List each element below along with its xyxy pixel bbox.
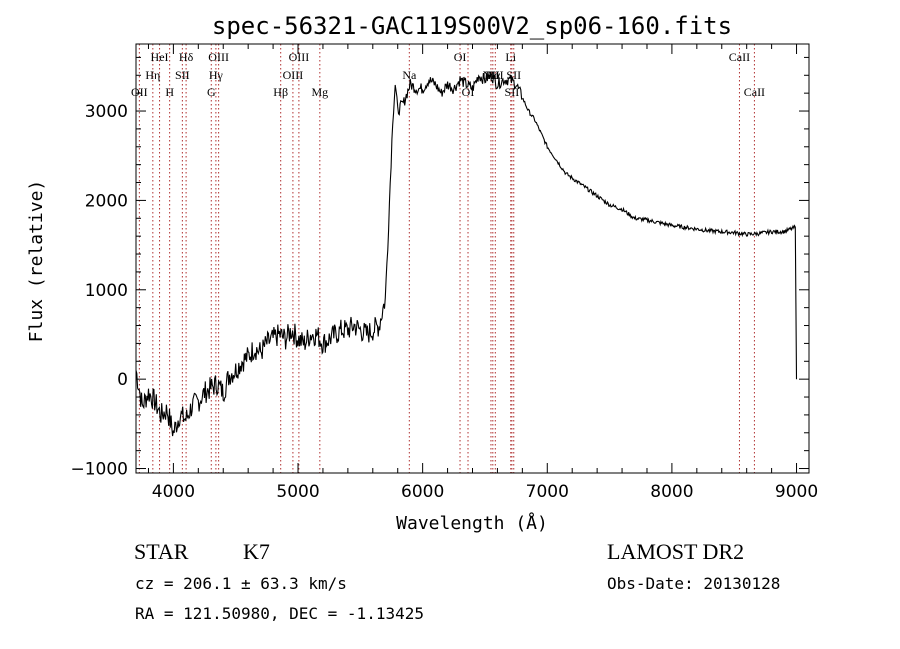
redshift-readout: cz = 206.1 ± 63.3 km/s	[135, 574, 347, 593]
y-axis-label: Flux (relative)	[26, 180, 47, 343]
line-label-20: SII	[505, 85, 520, 99]
line-label-4: SII	[175, 68, 190, 82]
line-label-22: CaII	[729, 50, 750, 64]
survey-label: LAMOST DR2	[607, 539, 745, 564]
spectrum-line	[135, 71, 798, 437]
x-tick-label-9000: 9000	[775, 482, 818, 502]
line-label-1: Hη	[145, 68, 160, 82]
line-label-23: CaII	[744, 85, 765, 99]
line-label-12: Mg	[311, 85, 328, 99]
line-label-7: Hγ	[209, 68, 224, 82]
y-tick-label--1000: −1000	[70, 460, 128, 480]
line-label-19: Li	[505, 50, 516, 64]
coordinates-readout: RA = 121.50980, DEC = -1.13425	[135, 604, 424, 623]
line-label-21: SII	[506, 68, 521, 82]
y-tick-label-0: 0	[117, 370, 128, 390]
line-label-8: OIII	[208, 50, 229, 64]
y-tick-label-2000: 2000	[85, 191, 128, 211]
line-label-13: Na	[402, 68, 417, 82]
x-tick-label-7000: 7000	[526, 482, 569, 502]
x-tick-label-5000: 5000	[276, 482, 319, 502]
line-label-10: OIII	[283, 68, 304, 82]
x-axis-label: Wavelength (Å)	[396, 512, 548, 534]
subclass-label: K7	[243, 539, 270, 564]
emission-line-labels: OIIHηHeIHSIIHδGHγOIIIHβOIIIOIIIMgNaOIOIN…	[131, 50, 765, 99]
line-label-14: OI	[454, 50, 467, 64]
line-label-9: Hβ	[273, 85, 288, 99]
x-tick-label-8000: 8000	[650, 482, 693, 502]
line-label-17: Hα	[485, 68, 501, 82]
x-tick-label-6000: 6000	[401, 482, 444, 502]
line-label-11: OIII	[289, 50, 310, 64]
line-label-0: OII	[131, 85, 148, 99]
class-label: STAR	[134, 539, 189, 564]
y-tick-label-1000: 1000	[85, 281, 128, 301]
x-tick-label-4000: 4000	[152, 482, 195, 502]
emission-line-markers	[138, 44, 755, 473]
y-tick-label-3000: 3000	[85, 102, 128, 122]
line-label-3: H	[165, 85, 174, 99]
plot-frame	[135, 43, 810, 474]
line-label-6: G	[207, 85, 216, 99]
x-axis: 4000 5000 6000 7000 8000 9000	[147, 44, 818, 502]
y-axis: −1000 0 1000 2000 3000	[70, 56, 809, 480]
line-label-2: HeI	[151, 50, 169, 64]
obs-date-readout: Obs-Date: 20130128	[607, 574, 781, 593]
line-label-5: Hδ	[179, 50, 194, 64]
chart-title: spec-56321-GAC119S00V2_sp06-160.fits	[212, 12, 732, 40]
